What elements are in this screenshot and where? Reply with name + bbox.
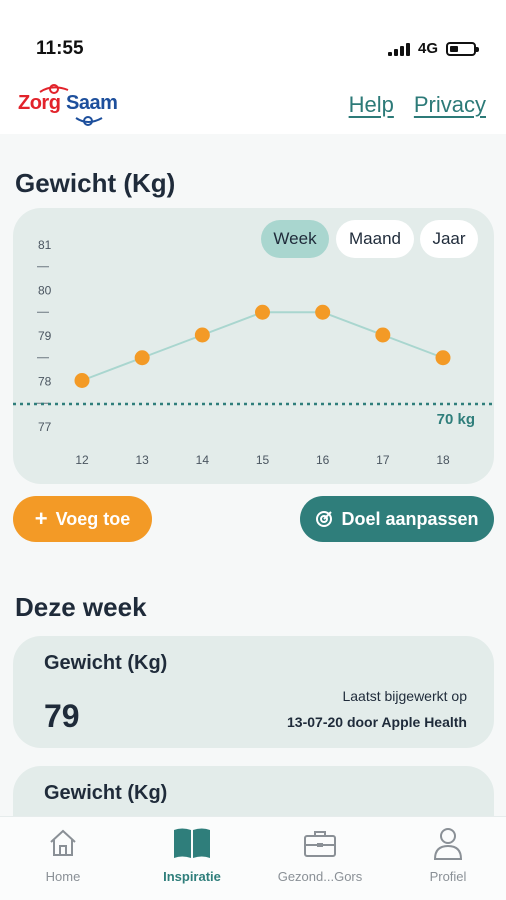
- y-tick-label: 77: [38, 420, 52, 434]
- main-content[interactable]: Gewicht (Kg) 77 78 79 80 81 70 kg 12 13 14 15 16 17…: [0, 134, 506, 816]
- data-point: [134, 350, 150, 366]
- last-updated-source: 13-07-20 door Apple Health: [287, 714, 467, 730]
- card-title: Gewicht (Kg): [44, 782, 168, 804]
- weight-section-title: Gewicht (Kg): [15, 168, 176, 198]
- x-tick-label: 15: [256, 453, 270, 467]
- data-point: [375, 327, 391, 343]
- privacy-link[interactable]: Privacy: [413, 92, 486, 117]
- adjust-goal-label: Doel aanpassen: [341, 508, 479, 529]
- period-month-button[interactable]: Maand: [336, 220, 414, 258]
- x-tick-label: 17: [376, 453, 390, 467]
- tab-home[interactable]: Home: [13, 825, 113, 884]
- weight-chart-card: 77 78 79 80 81 70 kg 12 13 14 15 16 17 18 Week Maand…: [13, 208, 494, 484]
- tab-gezond-gors-label: Gezond...Gors: [277, 869, 363, 884]
- this-week-title: Deze week: [15, 592, 147, 622]
- app-header: Zorg Saam Help Privacy: [0, 80, 506, 134]
- header-links: Help Privacy: [349, 92, 486, 118]
- plus-icon: +: [34, 506, 48, 531]
- tab-inspiratie[interactable]: Inspiratie: [142, 825, 242, 884]
- x-tick-label: 18: [436, 453, 450, 467]
- status-indicators: 4G: [387, 40, 479, 57]
- period-week-button[interactable]: Week: [261, 220, 329, 258]
- signal-icon: [387, 42, 410, 56]
- battery-icon: [446, 41, 479, 56]
- y-tick-label: 79: [38, 329, 52, 343]
- y-tick-label: 81: [38, 238, 52, 252]
- status-bar: 11:55 4G: [0, 0, 506, 80]
- home-icon: [50, 829, 76, 856]
- briefcase-icon: [304, 831, 336, 857]
- period-year-button[interactable]: Jaar: [420, 220, 478, 258]
- add-weight-label: Voeg toe: [55, 508, 131, 529]
- tab-inspiratie-label: Inspiratie: [163, 869, 221, 884]
- goal-line-label: 70 kg: [437, 411, 475, 428]
- logo-text-saam: Saam: [66, 92, 118, 114]
- zorgsaam-logo: Zorg Saam: [18, 84, 118, 128]
- data-point: [194, 327, 210, 343]
- tab-profiel[interactable]: Profiel: [398, 825, 498, 884]
- x-tick-label: 14: [196, 453, 210, 467]
- adjust-goal-button[interactable]: Doel aanpassen: [300, 496, 494, 542]
- data-point: [315, 304, 331, 320]
- user-icon: [433, 828, 463, 860]
- logo-text-zorg: Zorg: [18, 92, 61, 114]
- series-line: [81, 311, 444, 382]
- help-link[interactable]: Help: [348, 92, 394, 117]
- x-tick-label: 13: [135, 453, 149, 467]
- y-tick-label: 78: [38, 375, 52, 389]
- data-point: [435, 350, 451, 366]
- last-updated-label: Laatst bijgewerkt op: [342, 688, 467, 704]
- book-icon: [174, 828, 210, 858]
- weight-chart: 77 78 79 80 81 70 kg 12 13 14 15 16 17 18: [13, 238, 494, 467]
- target-icon: [316, 511, 333, 527]
- tab-home-label: Home: [45, 869, 81, 884]
- add-weight-button[interactable]: + Voeg toe: [13, 496, 152, 542]
- data-point: [255, 304, 270, 320]
- weight-summary-card[interactable]: Gewicht (Kg) 79 Laatst bijgewerkt op 13-…: [13, 636, 494, 748]
- weight-summary-card-2[interactable]: Gewicht (Kg): [13, 766, 494, 816]
- data-point: [74, 373, 90, 388]
- x-tick-label: 12: [75, 453, 89, 467]
- y-tick-label: 80: [38, 284, 52, 298]
- status-time: 11:55: [36, 38, 84, 59]
- card-title: Gewicht (Kg): [44, 652, 168, 674]
- network-type: 4G: [417, 40, 438, 57]
- tab-profiel-label: Profiel: [429, 869, 467, 884]
- weight-value: 79: [44, 698, 80, 734]
- tab-gezond-gors[interactable]: Gezond...Gors: [270, 825, 370, 884]
- x-tick-label: 16: [316, 453, 330, 467]
- bottom-tab-bar: Home Inspiratie Gezond...Gors: [0, 816, 506, 900]
